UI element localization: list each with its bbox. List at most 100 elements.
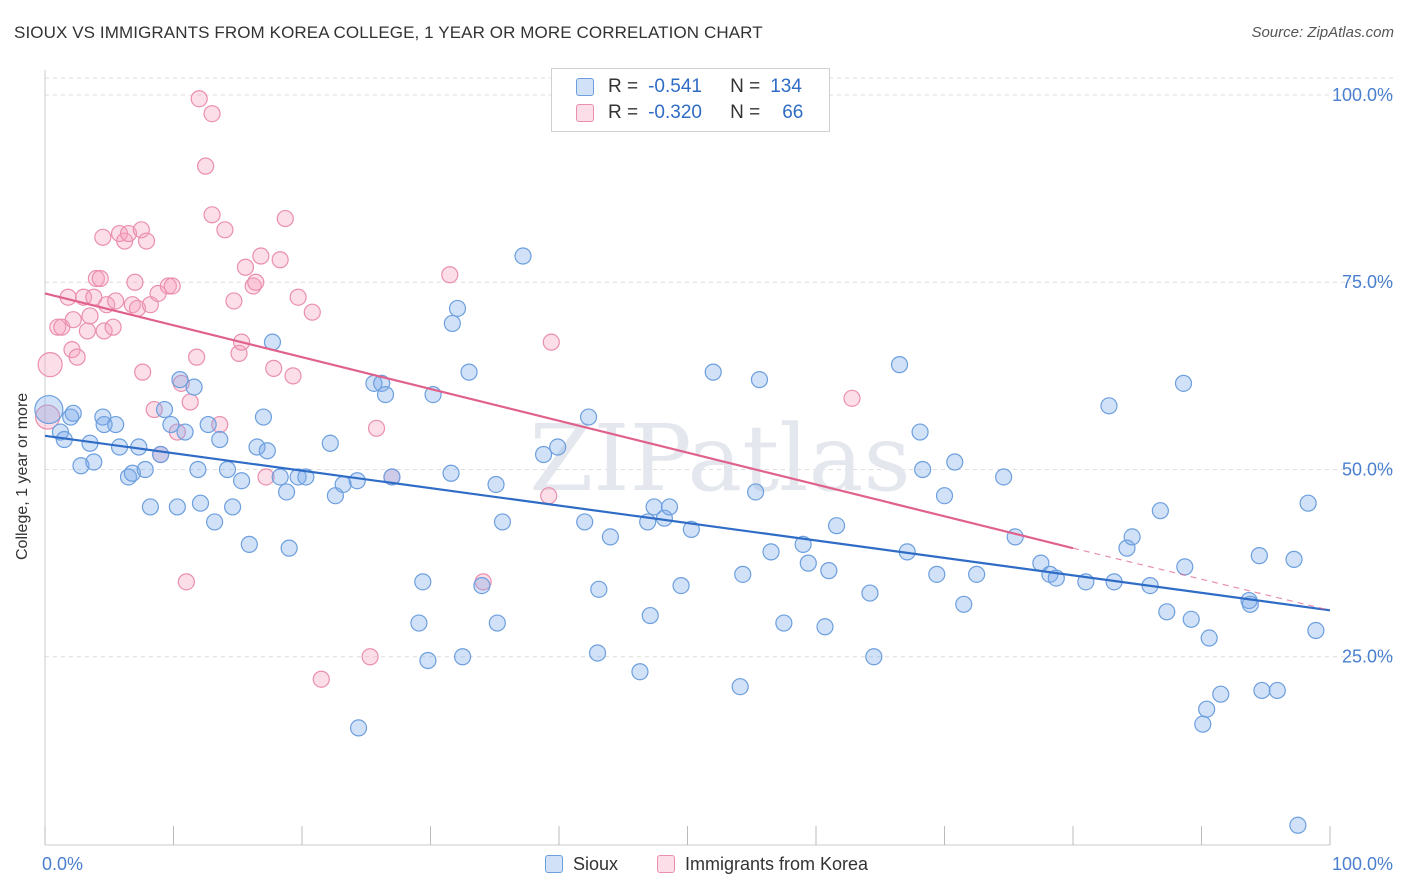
sioux-point: [454, 648, 472, 666]
sioux-point: [414, 573, 432, 591]
sioux-point: [820, 562, 838, 580]
sioux-point: [460, 363, 478, 381]
y-axis-label: College, 1 year or more: [14, 392, 31, 560]
legend-r-label: R =: [608, 76, 639, 97]
sioux-point: [271, 468, 289, 486]
sioux-point: [162, 415, 180, 434]
sioux-point: [168, 498, 186, 516]
korea-point: [177, 573, 195, 591]
korea-point: [203, 206, 221, 224]
korea-point: [361, 648, 379, 666]
sioux-point: [191, 494, 210, 512]
korea-point: [197, 157, 215, 175]
sioux-point: [799, 554, 817, 572]
sioux-point: [1151, 502, 1169, 520]
sioux-point: [1100, 397, 1118, 415]
bottom-legend-swatch-korea: [657, 855, 675, 873]
bottom-legend-label-sioux: Sioux: [573, 853, 619, 874]
korea-trendline: [44, 292, 1074, 550]
korea-point: [284, 367, 302, 385]
bottom-legend-sioux: Sioux: [545, 852, 618, 876]
sioux-point: [218, 460, 237, 479]
sioux-point: [631, 663, 649, 681]
korea-point: [64, 311, 82, 329]
sioux-point: [152, 445, 170, 464]
sioux-point: [443, 314, 461, 333]
legend-row-sioux: R = -0.541 N = 134: [576, 75, 802, 99]
korea-point: [236, 258, 255, 276]
sioux-point: [955, 595, 973, 613]
korea-point: [87, 269, 106, 288]
sioux-point: [968, 565, 986, 583]
korea-point: [68, 348, 86, 366]
sioux-point: [946, 453, 964, 471]
sioux-point: [1158, 603, 1176, 621]
legend-r-value: -0.541: [648, 76, 702, 97]
korea-point: [289, 288, 307, 306]
korea-point: [49, 318, 67, 336]
sioux-point: [995, 468, 1013, 486]
korea-point: [134, 363, 152, 381]
y-tick-label: 75.0%: [1342, 272, 1393, 292]
sioux-point: [1176, 558, 1194, 576]
korea-point: [190, 90, 208, 108]
korea-point: [367, 419, 386, 437]
sioux-point: [493, 513, 512, 531]
sioux-point: [1289, 816, 1307, 834]
legend-n-label: N =: [730, 102, 761, 123]
x-tick-label: 0.0%: [42, 854, 83, 874]
korea-point: [159, 277, 177, 295]
sioux-point: [448, 299, 467, 318]
sioux-point: [141, 498, 159, 516]
korea-point: [230, 344, 248, 362]
korea-point: [257, 468, 275, 486]
korea-point: [78, 322, 97, 340]
sioux-point: [206, 513, 224, 531]
korea-point: [137, 232, 156, 250]
sioux-point: [64, 404, 82, 422]
sioux-point: [34, 394, 64, 425]
sioux-point: [136, 460, 154, 479]
korea-point: [95, 322, 113, 340]
sioux-point: [123, 464, 141, 482]
sioux-point: [487, 475, 505, 494]
korea-point: [107, 292, 125, 310]
sioux-point: [514, 247, 532, 265]
korea-point: [104, 318, 122, 336]
sioux-point: [731, 678, 749, 696]
y-tick-label: 100.0%: [1332, 85, 1393, 105]
sioux-point: [107, 415, 125, 434]
y-tick-label: 25.0%: [1342, 647, 1393, 667]
korea-point: [119, 224, 138, 243]
sioux-point: [1299, 494, 1317, 512]
sioux-point: [911, 423, 929, 441]
korea-point: [225, 292, 243, 310]
sioux-point: [85, 453, 103, 471]
sioux-point: [383, 468, 401, 486]
sioux-point: [827, 517, 846, 535]
sioux-point: [660, 498, 679, 516]
korea-point: [37, 352, 63, 378]
sioux-point: [1194, 715, 1212, 733]
sioux-point: [233, 472, 251, 490]
korea-point: [276, 209, 294, 228]
legend-swatch-korea: [576, 104, 594, 122]
korea-point: [252, 247, 270, 265]
sioux-point: [1200, 629, 1218, 647]
sioux-point: [348, 472, 366, 490]
sioux-point: [280, 539, 298, 557]
sioux-point: [935, 487, 954, 505]
sioux-point: [419, 651, 437, 670]
korea-point: [312, 670, 330, 688]
sioux-point: [155, 400, 174, 419]
sioux-point: [373, 374, 391, 392]
chart-title: SIOUX VS IMMIGRANTS FROM KOREA COLLEGE, …: [14, 23, 763, 42]
sioux-point: [861, 584, 879, 602]
source-label: Source: ZipAtlas.com: [1251, 24, 1394, 41]
sioux-point: [549, 438, 567, 456]
korea-point: [441, 266, 459, 284]
korea-point: [203, 105, 221, 123]
korea-point: [542, 333, 560, 351]
sioux-point: [1118, 539, 1136, 557]
sioux-point: [488, 614, 506, 632]
